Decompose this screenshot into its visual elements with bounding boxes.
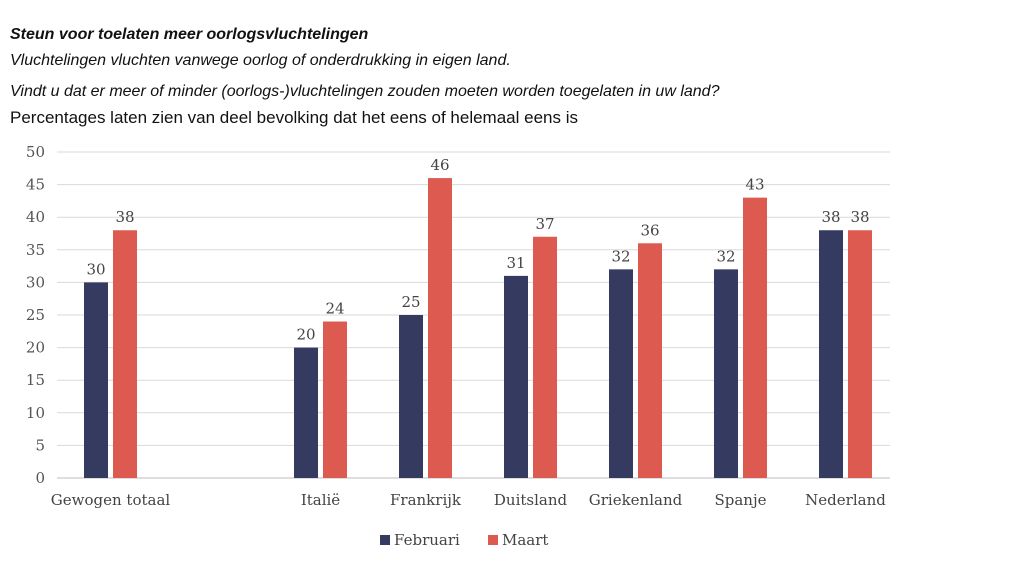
bar-februari [399, 315, 423, 478]
data-label: 38 [850, 208, 869, 226]
bar-maart [743, 197, 767, 478]
y-tick-label: 45 [26, 176, 45, 194]
x-tick-label: Duitsland [494, 491, 568, 509]
y-tick-label: 0 [35, 469, 45, 487]
legend-label-maart: Maart [502, 531, 548, 549]
bar-maart [428, 178, 452, 478]
y-tick-label: 50 [26, 143, 45, 161]
data-label: 24 [325, 300, 344, 318]
bar-februari [609, 269, 633, 478]
chart-subtitle-3: Percentages laten zien van deel bevolkin… [10, 108, 578, 127]
data-label: 31 [506, 254, 525, 272]
bar-maart [533, 236, 557, 478]
data-label: 36 [640, 221, 659, 239]
x-tick-label: Nederland [805, 491, 886, 509]
x-tick-label: Italië [301, 491, 340, 509]
y-tick-label: 15 [26, 371, 45, 389]
bar-februari [819, 230, 843, 478]
bar-februari [714, 269, 738, 478]
x-tick-label: Gewogen totaal [51, 491, 171, 509]
chart-subtitle-1: Vluchtelingen vluchten vanwege oorlog of… [10, 52, 511, 69]
data-label: 32 [611, 247, 630, 265]
x-tick-label: Frankrijk [390, 491, 462, 509]
bar-februari [84, 282, 108, 478]
y-tick-label: 10 [26, 404, 45, 422]
y-tick-label: 30 [26, 273, 45, 291]
legend-label-februari: Februari [394, 531, 460, 549]
data-label: 46 [430, 156, 449, 174]
chart-title: Steun voor toelaten meer oorlogsvluchtel… [10, 26, 369, 43]
chart-subtitle-2: Vindt u dat er meer of minder (oorlogs-)… [10, 83, 720, 100]
bar-februari [294, 347, 318, 478]
data-label: 38 [115, 208, 134, 226]
x-tick-label: Spanje [714, 491, 766, 509]
data-label: 25 [401, 293, 420, 311]
bar-februari [504, 275, 528, 478]
y-tick-label: 35 [26, 241, 45, 259]
bar-maart [323, 321, 347, 478]
data-label: 38 [821, 208, 840, 226]
bar-maart [638, 243, 662, 478]
y-tick-label: 25 [26, 306, 45, 324]
data-label: 20 [296, 326, 315, 344]
bar-maart [848, 230, 872, 478]
data-label: 30 [86, 260, 105, 278]
data-label: 43 [745, 176, 764, 194]
x-tick-label: Griekenland [589, 491, 683, 509]
y-tick-label: 40 [26, 208, 45, 226]
y-tick-label: 20 [26, 339, 45, 357]
data-label: 37 [535, 215, 554, 233]
y-tick-label: 5 [35, 436, 45, 454]
legend-swatch-maart [488, 535, 498, 545]
data-label: 32 [716, 247, 735, 265]
bar-maart [113, 230, 137, 478]
legend-swatch-februari [380, 535, 390, 545]
